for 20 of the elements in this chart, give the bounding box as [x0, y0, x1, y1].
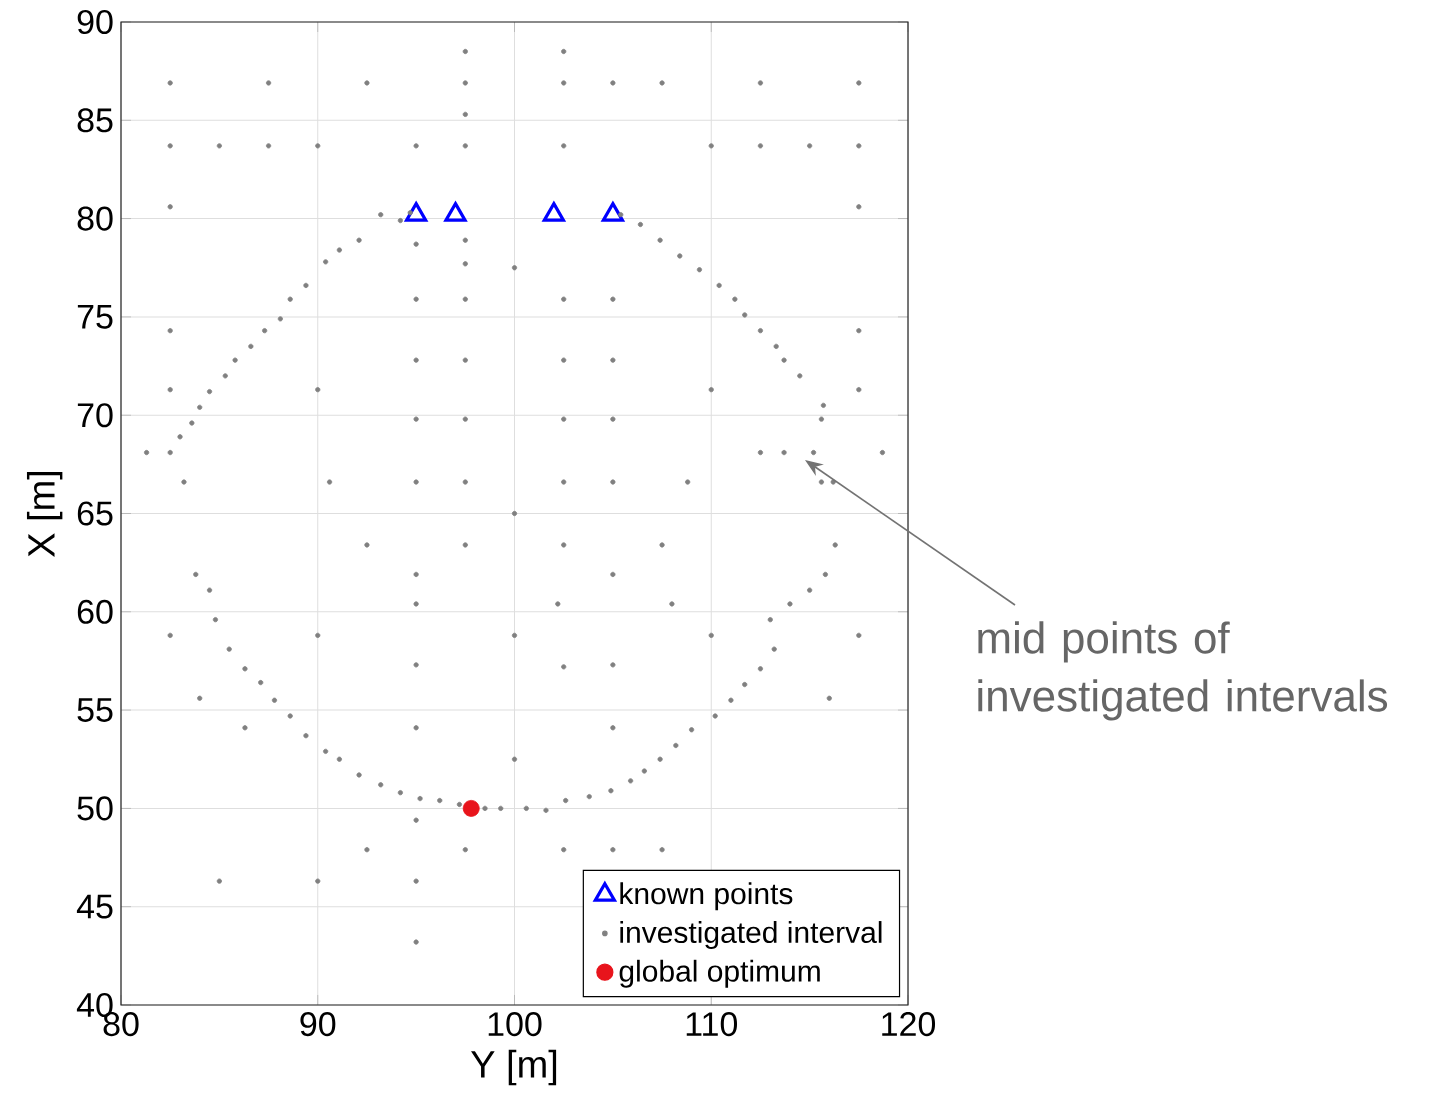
y-axis-title: X [m]	[26, 471, 63, 557]
y-tick-label: 70	[77, 403, 113, 428]
y-tick-label: 85	[77, 108, 113, 133]
y-tick-label: 55	[77, 698, 113, 722]
y-tick-label: 65	[77, 501, 113, 526]
text: mid points of investigated intervals	[978, 621, 1388, 721]
y-tick-label: 60	[77, 599, 113, 624]
y-tick-label: 75	[77, 305, 113, 329]
y-tick-label: 45	[76, 894, 113, 919]
x-tick-label: 100	[488, 1012, 542, 1037]
y-tick-label: 80	[77, 206, 113, 231]
x-tick-label: 90	[300, 1012, 336, 1037]
legend-label: global optimum	[619, 959, 820, 988]
y-tick-label: 90	[77, 9, 113, 35]
legend-label: known points	[620, 882, 793, 911]
x-tick-label: 110	[686, 1012, 738, 1037]
x-axis-title: Y [m]	[471, 1049, 557, 1086]
y-tick-label: 50	[77, 796, 113, 821]
x-tick-label: 120	[882, 1012, 936, 1037]
legend-label: investigated interval	[620, 921, 882, 949]
